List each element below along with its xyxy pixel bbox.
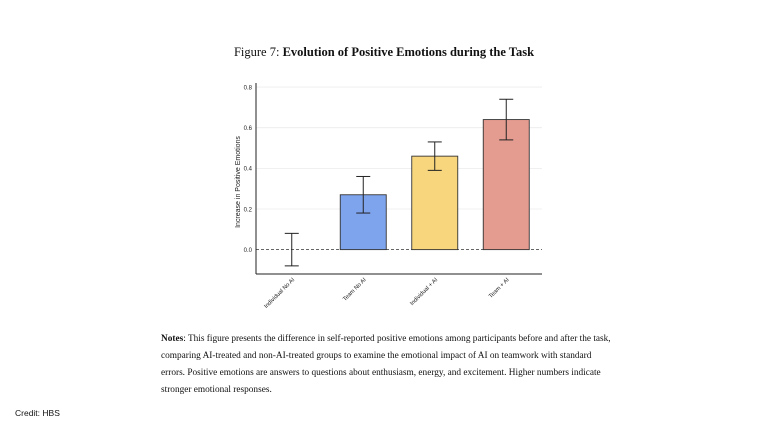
- error-bar: [499, 98, 514, 141]
- bar: [411, 155, 459, 251]
- x-tick-label: Individual No AI: [263, 277, 296, 310]
- x-tick-label: Team No AI: [342, 277, 368, 303]
- y-tick-label: 0.8: [244, 85, 253, 91]
- error-bar: [284, 232, 299, 267]
- y-tick-labels: 0.0 0.2 0.4 0.6 0.8: [244, 85, 253, 254]
- error-bars: [284, 98, 514, 267]
- figure-notes: Notes: This figure presents the differen…: [161, 331, 613, 399]
- y-tick-label: 0.2: [244, 207, 253, 213]
- figure-title: Figure 7: Evolution of Positive Emotions…: [0, 44, 768, 60]
- credit-text: Credit: HBS: [15, 408, 60, 418]
- figure-title-text: Evolution of Positive Emotions during th…: [282, 45, 535, 59]
- notes-label: Notes: [161, 334, 184, 344]
- x-tick-label: Individual + AI: [409, 277, 439, 307]
- bar: [482, 119, 530, 251]
- y-axis-label: Increase in Positive Emotions: [235, 136, 242, 228]
- bars: [339, 119, 530, 251]
- figure-label: Figure 7:: [233, 45, 280, 59]
- x-tick-labels: Individual No AI Team No AI Individual + A…: [263, 277, 510, 310]
- chart-axes: [255, 83, 542, 275]
- error-bar: [356, 175, 371, 214]
- y-tick-label: 0.0: [244, 248, 253, 254]
- error-bar: [427, 141, 442, 171]
- y-tick-label: 0.6: [244, 126, 253, 132]
- notes-text: : This figure presents the difference in…: [161, 334, 611, 395]
- x-tick-label: Team + AI: [488, 277, 511, 300]
- y-tick-label: 0.4: [244, 167, 253, 173]
